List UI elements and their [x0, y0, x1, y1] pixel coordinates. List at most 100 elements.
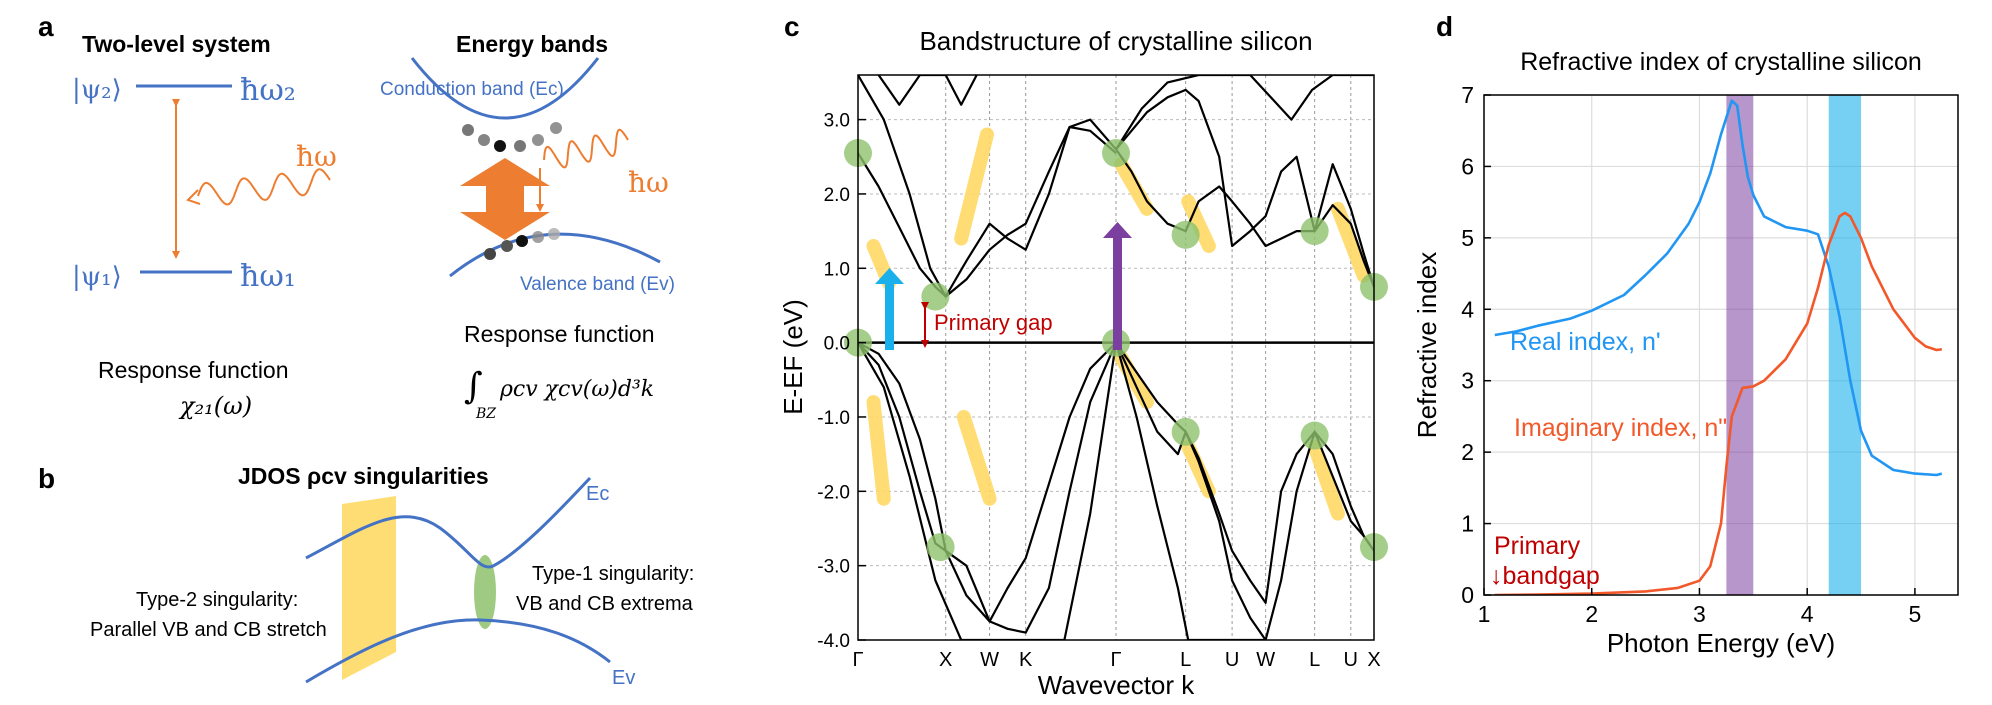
integral-subscript: BZ	[475, 406, 496, 422]
real-index-line	[1494, 99, 1943, 477]
refractive-ylabel: Refractive index	[1412, 252, 1442, 438]
type2-line2: Parallel VB and CB stretch	[90, 619, 327, 641]
band-line-7	[1115, 342, 1374, 640]
band-line-3	[858, 125, 1117, 298]
critical-point	[1300, 217, 1329, 246]
chi21-label: χ₂₁(ω)	[178, 392, 252, 420]
parallel-band-highlight	[1114, 157, 1154, 216]
hw-label-left: ħω	[296, 140, 337, 173]
conduction-band-curve	[410, 57, 600, 120]
refractive-yticks: 0 1 2 3 4 5 6 7	[1461, 82, 1491, 608]
excitation-double-arrow	[460, 158, 550, 240]
refractive-title: Refractive index of crystalline silicon	[1520, 48, 1922, 76]
primary-bandgap-line1: Primary	[1494, 532, 1581, 560]
photon-wave-left	[197, 168, 331, 206]
primary-bandgap-line2: ↓bandgap	[1490, 562, 1600, 590]
parallel-band-highlight	[1330, 201, 1371, 283]
two-level-title: Two-level system	[82, 31, 271, 57]
panel-b: b JDOS ρcv singularities Ec Ev Type-2 si…	[38, 463, 694, 689]
hole-dots	[484, 228, 560, 260]
ytick-label: 6	[1461, 153, 1474, 179]
refractive-series	[1494, 99, 1943, 595]
ytick-label: -4.0	[817, 631, 850, 652]
bandstructure-ylabel: E-EF (eV)	[778, 299, 808, 415]
jdos-ev-label: Ev	[612, 667, 635, 689]
kpoint-label: L	[1309, 649, 1320, 671]
type1-line2: VB and CB extrema	[516, 593, 694, 615]
band-line-5	[877, 75, 978, 106]
panel-c: c Bandstructure of crystalline silicon P…	[778, 11, 1388, 700]
kpoint-label: W	[1256, 649, 1275, 671]
ytick-label: 2.0	[824, 185, 850, 206]
refractive-xlabel: Photon Energy (eV)	[1607, 628, 1835, 658]
jdos-cb-curve	[305, 476, 592, 569]
jdos-ec-label: Ec	[586, 483, 609, 505]
band-line-10	[1115, 88, 1374, 288]
bandstructure-yticks: 3.0 2.0 1.0 0.0 -1.0 -2.0 -3.0 -4.0	[817, 111, 866, 652]
type1-green-ellipse	[474, 555, 496, 629]
bandstructure-frame	[857, 74, 1375, 641]
ytick-label: 5	[1461, 225, 1474, 251]
kpoint-label: U	[1225, 649, 1239, 671]
band-line-1	[858, 341, 1118, 634]
kpoint-label: U	[1344, 649, 1358, 671]
kpoint-label: X	[939, 649, 952, 671]
jdos-vb-curve	[305, 618, 611, 684]
photon-wave-right	[543, 128, 629, 169]
refractive-frame	[1483, 94, 1959, 596]
kpoint-label: Γ	[852, 649, 863, 671]
refractive-xticks: 1 2 3 4 5	[1478, 588, 1922, 627]
critical-point	[1102, 139, 1130, 168]
ytick-label: 0.0	[824, 334, 850, 355]
imag-index-label: Imaginary index, n"	[1514, 414, 1727, 442]
ytick-label: 1	[1461, 511, 1474, 537]
jdos-title: JDOS ρcv singularities	[238, 463, 489, 489]
critical-point	[1171, 220, 1200, 249]
band-line-0	[858, 341, 1117, 623]
band-line-2	[858, 342, 1118, 640]
kpoint-label: L	[1180, 649, 1191, 671]
ytick-label: 2	[1461, 439, 1474, 465]
critical-point	[926, 533, 955, 562]
photon-wave-arrowhead	[186, 189, 201, 205]
hw1-label: ħω₁	[240, 259, 296, 294]
ytick-label: -2.0	[817, 482, 850, 503]
parallel-band-highlight	[1181, 194, 1216, 253]
ytick-label: 3.0	[824, 111, 850, 132]
xtick-label: 1	[1478, 601, 1491, 627]
ytick-label: 1.0	[824, 259, 850, 280]
parallel-band-highlight	[866, 395, 891, 506]
parallel-band-highlight	[956, 409, 997, 506]
response-function-right: Response function	[464, 321, 655, 347]
ytick-label: -1.0	[817, 408, 850, 429]
type1-line1: Type-1 singularity:	[532, 563, 694, 585]
cyan-transition-arrow	[875, 268, 904, 350]
ytick-label: 4	[1461, 296, 1474, 322]
band-line-4	[858, 75, 1117, 298]
panel-d: d Refractive index of crystalline silico…	[1412, 11, 1959, 658]
primary-gap-label: Primary gap	[934, 310, 1053, 335]
bandstructure-bands	[858, 75, 1374, 640]
xtick-label: 3	[1693, 601, 1706, 627]
psi1-label: |ψ₁⟩	[72, 262, 122, 292]
panel-b-label: b	[38, 463, 55, 494]
valence-band-label: Valence band (Ev)	[520, 274, 675, 295]
panel-d-label: d	[1436, 11, 1453, 42]
band-line-9	[1115, 148, 1374, 288]
imag-index-line	[1494, 211, 1942, 595]
hw-label-right: ħω	[628, 166, 669, 199]
kpoint-label: Γ	[1110, 649, 1121, 671]
type2-line1: Type-2 singularity:	[136, 589, 298, 611]
ytick-label: 3	[1461, 368, 1474, 394]
xtick-label: 5	[1909, 601, 1922, 627]
ytick-label: 7	[1461, 82, 1474, 108]
band-line-6	[1115, 341, 1374, 604]
panel-a: a Two-level system |ψ₂⟩ |ψ₁⟩ ħω₂ ħω₁ ħω …	[38, 11, 675, 422]
valence-band-curve	[449, 232, 661, 278]
parallel-band-highlight	[954, 127, 994, 246]
xtick-label: 2	[1585, 601, 1598, 627]
band-line-11	[1115, 75, 1374, 150]
bandstructure-arrows	[875, 222, 1132, 350]
